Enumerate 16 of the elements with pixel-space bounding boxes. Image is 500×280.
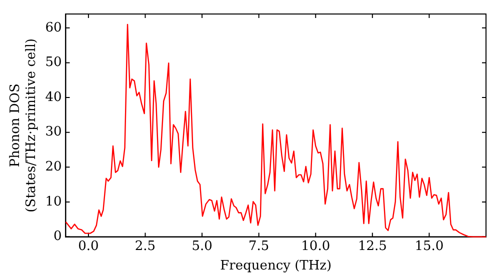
y-tick-label: 0 <box>53 229 62 244</box>
x-tick-label: 2.5 <box>134 238 156 254</box>
x-tick-label: 7.5 <box>248 238 270 254</box>
y-tick-label: 10 <box>45 194 62 210</box>
y-tick-label: 40 <box>45 90 62 105</box>
y-tick-label: 30 <box>45 124 62 140</box>
y-tick-label: 60 <box>45 20 62 36</box>
x-tick-label: 0.0 <box>78 238 99 254</box>
y-tick-label: 50 <box>45 55 62 70</box>
y-tick-label: 20 <box>45 160 62 175</box>
x-tick-label: 12.5 <box>358 238 387 254</box>
y-axis-title: Phonon DOS (States/THz·primitive cell) <box>8 38 39 212</box>
x-tick-label: 10.0 <box>301 238 330 254</box>
x-tick-label: 5.0 <box>192 238 212 254</box>
x-axis-title: Frequency (THz) <box>220 258 332 274</box>
x-tick-label: 15.0 <box>414 238 444 254</box>
